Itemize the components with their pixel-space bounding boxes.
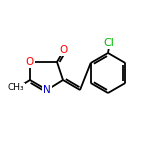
Text: O: O (26, 57, 34, 67)
Text: Cl: Cl (103, 38, 114, 48)
Text: O: O (60, 45, 68, 55)
Text: N: N (43, 85, 51, 95)
Text: CH₃: CH₃ (8, 84, 24, 93)
